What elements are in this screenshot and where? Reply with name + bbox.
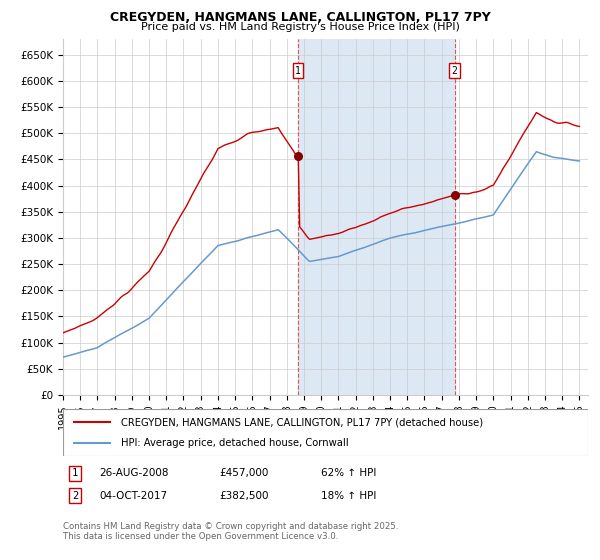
Text: 1: 1 bbox=[72, 468, 78, 478]
FancyBboxPatch shape bbox=[63, 409, 588, 456]
Text: 1: 1 bbox=[295, 66, 301, 76]
Text: 2: 2 bbox=[72, 491, 78, 501]
Text: 04-OCT-2017: 04-OCT-2017 bbox=[99, 491, 167, 501]
Text: 26-AUG-2008: 26-AUG-2008 bbox=[99, 468, 169, 478]
Text: £457,000: £457,000 bbox=[219, 468, 268, 478]
Text: 62% ↑ HPI: 62% ↑ HPI bbox=[321, 468, 376, 478]
Text: HPI: Average price, detached house, Cornwall: HPI: Average price, detached house, Corn… bbox=[121, 438, 349, 448]
Text: 2: 2 bbox=[452, 66, 458, 76]
Text: 18% ↑ HPI: 18% ↑ HPI bbox=[321, 491, 376, 501]
Bar bbox=[298, 39, 455, 395]
Text: Price paid vs. HM Land Registry's House Price Index (HPI): Price paid vs. HM Land Registry's House … bbox=[140, 22, 460, 32]
Text: Contains HM Land Registry data © Crown copyright and database right 2025.
This d: Contains HM Land Registry data © Crown c… bbox=[63, 522, 398, 542]
Text: CREGYDEN, HANGMANS LANE, CALLINGTON, PL17 7PY: CREGYDEN, HANGMANS LANE, CALLINGTON, PL1… bbox=[110, 11, 490, 24]
Text: CREGYDEN, HANGMANS LANE, CALLINGTON, PL17 7PY (detached house): CREGYDEN, HANGMANS LANE, CALLINGTON, PL1… bbox=[121, 417, 483, 427]
Text: £382,500: £382,500 bbox=[219, 491, 269, 501]
